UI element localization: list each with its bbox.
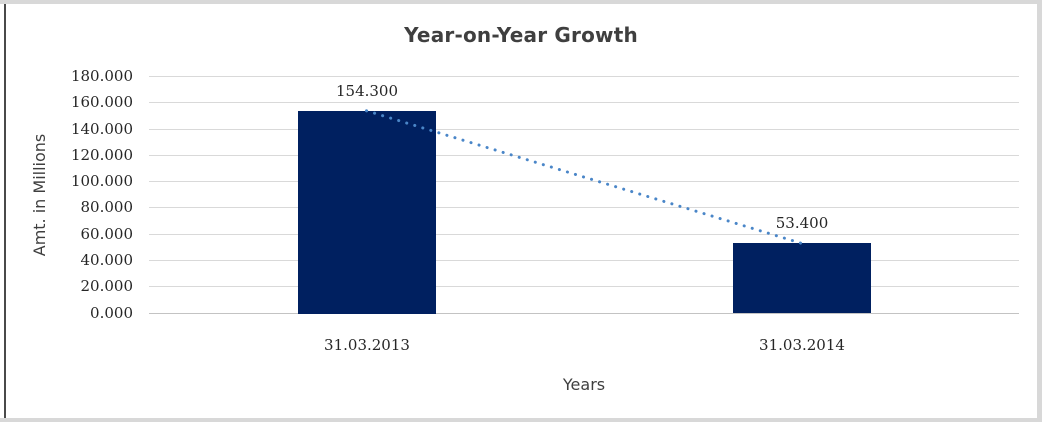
gridline bbox=[149, 286, 1019, 287]
y-tick-label: 160.000 bbox=[70, 93, 133, 111]
gridline bbox=[149, 76, 1019, 77]
gridline bbox=[149, 155, 1019, 156]
y-tick-label: 180.000 bbox=[70, 67, 133, 85]
bar-value-label: 53.400 bbox=[775, 214, 829, 232]
gridline bbox=[149, 260, 1019, 261]
chart-title: Year-on-Year Growth bbox=[404, 23, 638, 47]
gridline bbox=[149, 102, 1019, 103]
y-tick-label: 140.000 bbox=[70, 120, 133, 138]
gridline bbox=[149, 129, 1019, 130]
y-tick-label: 40.000 bbox=[80, 251, 134, 269]
y-tick-label: 20.000 bbox=[80, 277, 134, 295]
y-tick-label: 0.000 bbox=[90, 304, 133, 322]
bar bbox=[298, 111, 436, 314]
gridline bbox=[149, 181, 1019, 182]
y-tick-label: 80.000 bbox=[80, 198, 134, 216]
y-tick-label: 100.000 bbox=[70, 172, 133, 190]
bar bbox=[733, 243, 871, 313]
window-border-bottom bbox=[0, 418, 1042, 422]
x-axis-title: Years bbox=[562, 375, 606, 394]
window-border-right bbox=[1037, 0, 1042, 422]
gridline bbox=[149, 207, 1019, 208]
window-border-top bbox=[0, 0, 1042, 4]
y-tick-label: 60.000 bbox=[80, 225, 134, 243]
bar-value-label: 154.300 bbox=[335, 82, 399, 100]
gridline bbox=[149, 234, 1019, 235]
window-border-left bbox=[4, 4, 6, 418]
y-tick-label: 120.000 bbox=[70, 146, 133, 164]
x-axis-line bbox=[149, 313, 1019, 314]
x-tick-label: 31.03.2014 bbox=[759, 336, 845, 354]
x-tick-label: 31.03.2013 bbox=[324, 336, 410, 354]
